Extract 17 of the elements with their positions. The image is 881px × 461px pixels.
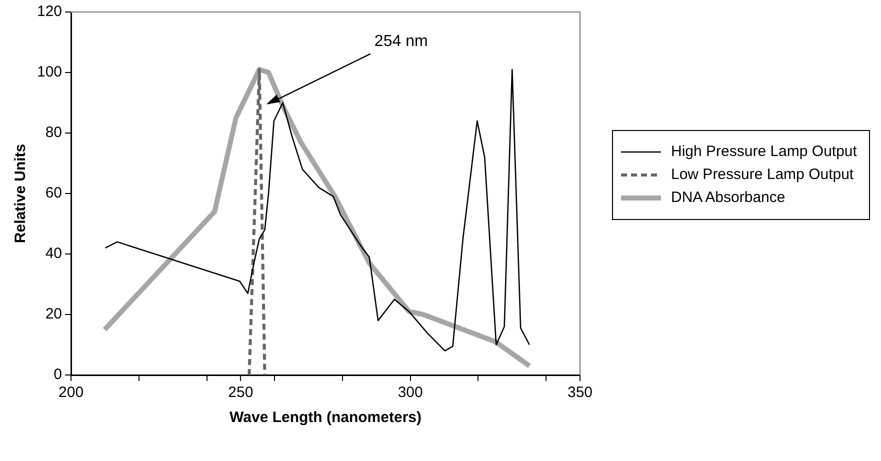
y-tick-label: 120 bbox=[36, 3, 62, 20]
x-tick-label: 200 bbox=[58, 384, 84, 402]
y-tick-label: 40 bbox=[45, 245, 62, 262]
y-tick-label: 0 bbox=[54, 366, 62, 384]
y-tick-label: 20 bbox=[45, 306, 62, 323]
legend-label: High Pressure Lamp Output bbox=[671, 142, 857, 162]
annotation: 254 nm bbox=[374, 33, 428, 50]
y-tick-label: 100 bbox=[36, 64, 62, 81]
y-tick-label: 60 bbox=[45, 184, 62, 202]
x-tick-label: 350 bbox=[567, 384, 593, 402]
x-tick-label: 300 bbox=[398, 384, 423, 402]
y-tick-label: 80 bbox=[45, 124, 62, 142]
x-tick-label: 250 bbox=[228, 384, 254, 402]
legend-label: DNA Absorbance bbox=[671, 188, 786, 208]
y-axis-title: Relative Units bbox=[12, 144, 30, 244]
x-axis-title: Wave Length (nanometers) bbox=[230, 409, 422, 426]
legend-label: Low Pressure Lamp Output bbox=[671, 165, 854, 185]
